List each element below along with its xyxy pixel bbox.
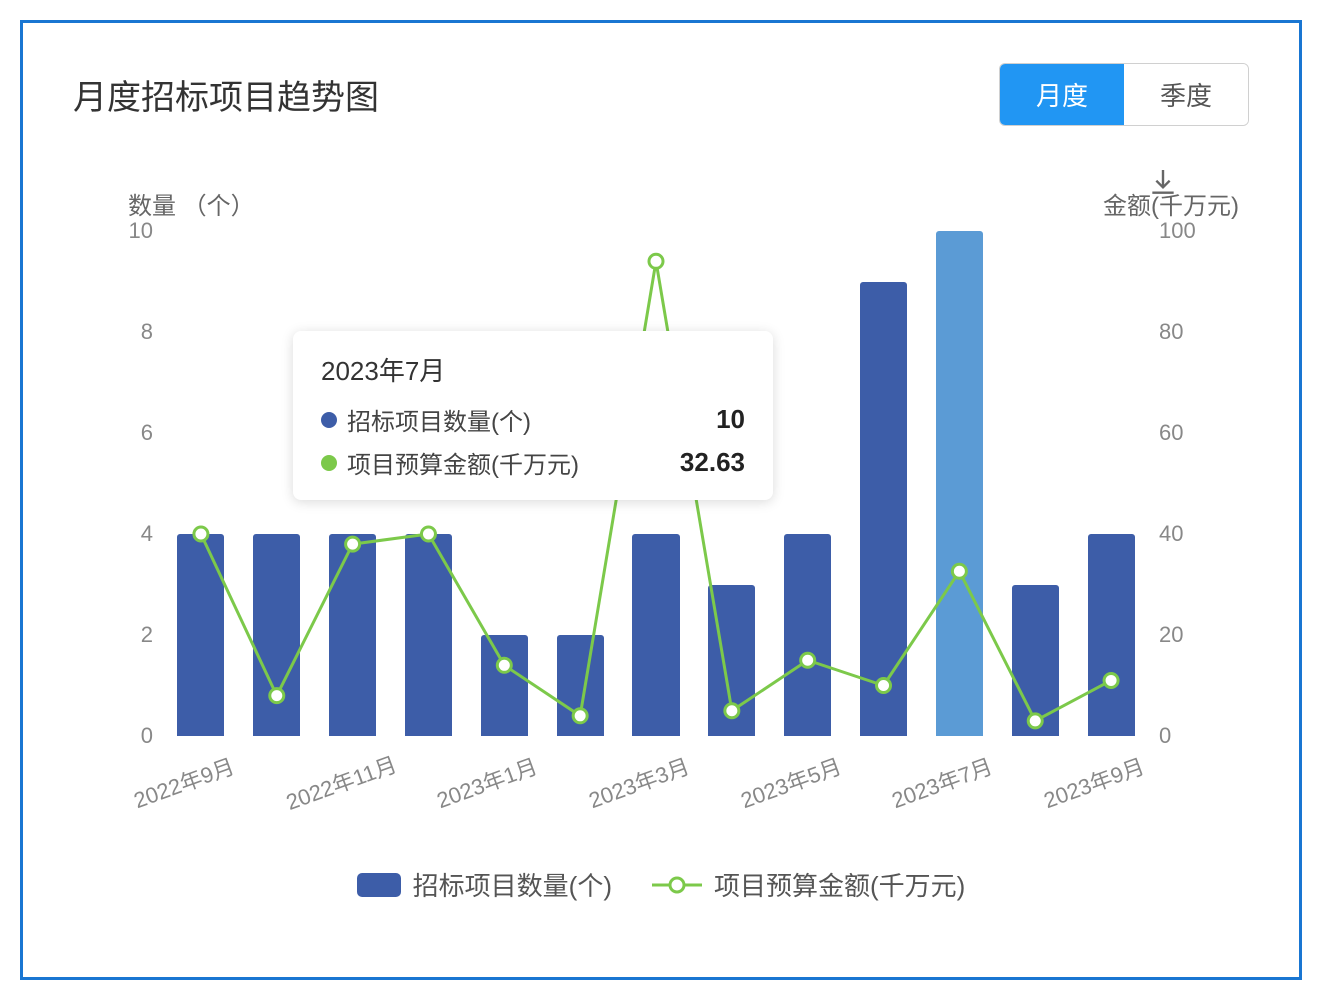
- tooltip: 2023年7月 招标项目数量(个) 10 项目预算金额(千万元) 32.63: [293, 331, 773, 500]
- line-marker[interactable]: [877, 679, 891, 693]
- y-left-tick: 2: [113, 622, 153, 648]
- tooltip-bar-dot: [321, 412, 337, 428]
- line-marker[interactable]: [1104, 673, 1118, 687]
- legend: 招标项目数量(个) 项目预算金额(千万元): [73, 866, 1249, 903]
- tab-monthly[interactable]: 月度: [1000, 64, 1124, 125]
- y-left-tick: 0: [113, 723, 153, 749]
- y-right-tick: 0: [1159, 723, 1209, 749]
- line-marker[interactable]: [421, 527, 435, 541]
- chart-wrapper: 数量 （个） 金额(千万元) 0 2 4 6 8 10 0 20 40 60 80 100 2023…: [73, 186, 1249, 826]
- tooltip-bar-label: 招标项目数量(个): [347, 402, 531, 437]
- tooltip-bar-value: 10: [716, 404, 745, 435]
- x-tick: 2022年11月: [281, 747, 401, 817]
- legend-bar-label: 招标项目数量(个): [413, 866, 612, 903]
- y-right-tick: 20: [1159, 622, 1209, 648]
- tooltip-line-value: 32.63: [680, 447, 745, 478]
- line-marker[interactable]: [725, 704, 739, 718]
- x-tick: 2022年9月: [129, 749, 239, 815]
- legend-line-swatch: [652, 873, 702, 897]
- tab-quarterly[interactable]: 季度: [1124, 64, 1248, 125]
- x-tick: 2023年7月: [887, 749, 997, 815]
- legend-line[interactable]: 项目预算金额(千万元): [652, 866, 965, 903]
- line-marker[interactable]: [270, 689, 284, 703]
- x-tick: 2023年1月: [432, 749, 542, 815]
- line-marker[interactable]: [649, 254, 663, 268]
- y-right-tick: 80: [1159, 319, 1209, 345]
- legend-line-label: 项目预算金额(千万元): [714, 866, 965, 903]
- line-marker[interactable]: [1028, 714, 1042, 728]
- line-marker[interactable]: [573, 709, 587, 723]
- y-right-tick: 100: [1159, 218, 1209, 244]
- y-right-tick: 40: [1159, 521, 1209, 547]
- y-left-tick: 8: [113, 319, 153, 345]
- tooltip-row-line: 项目预算金额(千万元) 32.63: [321, 445, 745, 480]
- y-left-tick: 4: [113, 521, 153, 547]
- line-marker[interactable]: [952, 564, 966, 578]
- line-marker[interactable]: [346, 537, 360, 551]
- tooltip-title: 2023年7月: [321, 351, 745, 388]
- card-header: 月度招标项目趋势图 月度 季度: [73, 63, 1249, 126]
- line-marker[interactable]: [801, 653, 815, 667]
- tooltip-line-label: 项目预算金额(千万元): [347, 445, 579, 480]
- x-tick: 2023年9月: [1039, 749, 1149, 815]
- legend-bar[interactable]: 招标项目数量(个): [357, 866, 612, 903]
- line-marker[interactable]: [497, 658, 511, 672]
- y-left-ticks: 0246810: [113, 231, 153, 736]
- tooltip-row-bar: 招标项目数量(个) 10: [321, 402, 745, 437]
- period-tabs: 月度 季度: [999, 63, 1249, 126]
- tooltip-line-dot: [321, 455, 337, 471]
- y-right-axis-label: 金额(千万元): [1103, 186, 1239, 221]
- y-left-tick: 10: [113, 218, 153, 244]
- y-right-ticks: 020406080100: [1159, 231, 1209, 736]
- y-left-axis-label: 数量 （个）: [128, 186, 255, 221]
- line-marker[interactable]: [194, 527, 208, 541]
- y-right-tick: 60: [1159, 420, 1209, 446]
- x-tick: 2023年3月: [584, 749, 694, 815]
- legend-bar-swatch: [357, 873, 401, 897]
- x-ticks: 2022年9月2022年11月2023年1月2023年3月2023年5月2023…: [163, 746, 1149, 826]
- plot-area: 2023年7月 招标项目数量(个) 10 项目预算金额(千万元) 32.63: [163, 231, 1149, 736]
- chart-card: 月度招标项目趋势图 月度 季度 数量 （个） 金额(千万元) 0 2 4 6 8 10 0…: [20, 20, 1302, 980]
- y-left-tick: 6: [113, 420, 153, 446]
- card-title: 月度招标项目趋势图: [73, 70, 379, 119]
- x-tick: 2023年5月: [735, 749, 845, 815]
